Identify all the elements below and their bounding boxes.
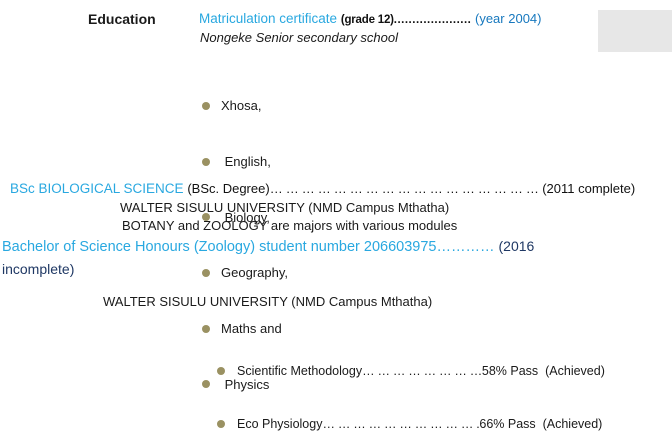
module-result: 66% Pass (Achieved): [479, 417, 603, 432]
honours-status-open: (2016: [498, 238, 535, 254]
redacted-box: [598, 10, 672, 52]
section-heading: Education: [88, 11, 156, 27]
honours-title: Bachelor of Science Honours (Zoology) st…: [2, 239, 499, 255]
bullet-icon: [202, 268, 210, 277]
bsc-degree-label: (BSc. Degree): [187, 181, 270, 196]
module-name: Scientific Methodology: [237, 363, 363, 378]
subject-item: Xhosa,: [202, 96, 288, 116]
subject-label: Biology,: [221, 209, 270, 225]
subject-item: Geography,: [202, 263, 288, 283]
bsc-degree-line: BSc BIOLOGICAL SCIENCE (BSc. Degree)… … …: [10, 181, 670, 196]
module-row: Eco Physiology… … … … … … … … … … . 66% P…: [217, 416, 605, 432]
module-result: 58% Pass (Achieved): [481, 363, 605, 378]
dot-leader: … … … … … … … … … … .: [322, 417, 480, 432]
dot-leader: .....................: [393, 14, 472, 26]
subject-label: English,: [221, 154, 271, 170]
dot-leader: … … … … … … … … … … … … … … … … …: [269, 181, 539, 196]
subject-item: Physics: [202, 374, 288, 394]
bsc-status: (2011 complete): [538, 181, 636, 196]
bullet-icon: [202, 380, 210, 389]
university-name: WALTER SISULU UNIVERSITY (NMD Campus Mth…: [120, 200, 450, 215]
majors-note: BOTANY and ZOOLOGY are majors with vario…: [122, 218, 458, 233]
dot-leader: … … … … … … … …: [362, 363, 482, 378]
bullet-icon: [202, 213, 210, 222]
subject-list: Xhosa, English, Biology, Geography, Math…: [202, 60, 288, 430]
school-name: Nongeke Senior secondary school: [200, 30, 399, 45]
matric-grade-label: (grade 12): [340, 14, 394, 26]
honours-status-close: incomplete): [2, 261, 75, 277]
honours-degree-line: Bachelor of Science Honours (Zoology) st…: [2, 238, 662, 255]
bullet-icon: [202, 324, 210, 333]
subject-label: Physics: [221, 376, 270, 392]
bullet-icon: [217, 366, 225, 375]
subject-label: Geography,: [221, 265, 288, 281]
university-name: WALTER SISULU UNIVERSITY (NMD Campus Mth…: [103, 294, 433, 309]
module-name: Eco Physiology: [237, 417, 323, 432]
subject-item: Biology,: [202, 207, 288, 227]
bsc-title: BSc BIOLOGICAL SCIENCE: [10, 181, 188, 196]
module-results-list: Scientific Methodology… … … … … … … … 58%…: [217, 326, 605, 432]
subject-item: English,: [202, 152, 288, 172]
subject-label: Maths and: [221, 321, 282, 337]
matric-title: Matriculation certificate: [199, 11, 341, 26]
bullet-icon: [202, 157, 210, 166]
bullet-icon: [217, 420, 225, 429]
module-row: Scientific Methodology… … … … … … … … 58%…: [217, 362, 605, 380]
matric-year-label: (year 2004): [471, 11, 542, 26]
subject-item: Maths and: [202, 319, 288, 339]
matriculation-line: Matriculation certificate (grade 12)....…: [199, 10, 599, 29]
subject-label: Xhosa,: [221, 98, 262, 114]
bullet-icon: [202, 101, 210, 110]
